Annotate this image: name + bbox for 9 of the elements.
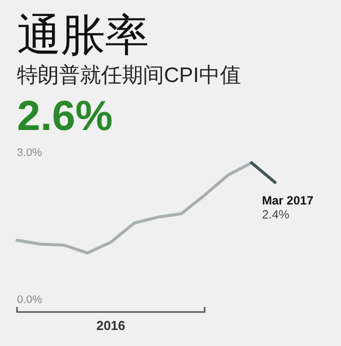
text: 2.6% [17,92,113,139]
line-series [16,161,254,254]
x-axis-title: 2016 [96,318,126,333]
data-label: 2.4% [262,207,290,222]
chart-title: 通胀率 [17,11,149,60]
chart-subtitle: 特朗普就任期间CPI中值 [17,63,242,87]
annotation: Mar 2017 [262,193,314,208]
y-tick-label: 0.0% [17,294,42,306]
y-tick-label: 3.0% [17,147,42,159]
